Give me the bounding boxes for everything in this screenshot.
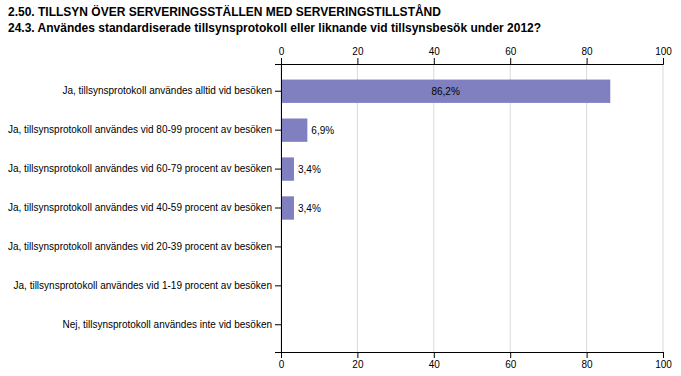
tick-mark (357, 58, 358, 64)
tick-label: 40 (429, 46, 441, 57)
tick: 20 (352, 352, 364, 370)
tick: 40 (429, 46, 441, 64)
tick: 60 (505, 46, 517, 64)
tick: Ja, tillsynsprotokoll användes alltid vi… (62, 85, 281, 96)
tick-mark (275, 208, 281, 209)
grid-line (663, 64, 664, 352)
chart: 2.50. TILLSYN ÖVER SERVERINGSSTÄLLEN MED… (0, 0, 681, 376)
tick-label: 100 (655, 359, 672, 370)
axis-line (282, 353, 664, 359)
tick-mark (275, 246, 281, 247)
x-axis-bottom: 0 20 40 60 80 100 (279, 352, 673, 370)
tick-label: Ja, tillsynsprotokoll användes vid 80-99… (8, 124, 272, 135)
grid (281, 64, 663, 352)
bar (281, 157, 294, 180)
tick: 0 (279, 352, 285, 370)
tick-label: 100 (655, 46, 672, 57)
tick-label: 20 (352, 359, 364, 370)
tick-mark (275, 130, 281, 131)
tick: Nej, tillsynsprotokoll användes inte vid… (62, 319, 281, 330)
tick: 100 (655, 352, 672, 370)
tick: 20 (352, 46, 364, 64)
tick-label: Ja, tillsynsprotokoll användes vid 60-79… (8, 163, 272, 174)
x-axis-top: 0 20 40 60 80 100 (279, 46, 673, 65)
tick: 60 (505, 352, 517, 370)
tick: Ja, tillsynsprotokoll användes vid 80-99… (8, 124, 281, 135)
tick-mark (663, 352, 664, 358)
tick: Ja, tillsynsprotokoll användes vid 1-19 … (14, 280, 281, 291)
data-labels: 86,2% 6,9% 3,4% 3,4% (298, 86, 460, 214)
tick-label: 80 (582, 46, 594, 57)
data-label: 3,4% (298, 164, 321, 175)
bar (281, 196, 294, 219)
tick-label: Nej, tillsynsprotokoll användes inte vid… (62, 319, 272, 330)
tick: Ja, tillsynsprotokoll användes vid 60-79… (8, 163, 281, 174)
tick: 80 (582, 46, 594, 64)
grid-line (510, 64, 511, 352)
data-label: 6,9% (311, 125, 334, 136)
grid-line (433, 64, 434, 352)
axis-line (282, 58, 664, 65)
tick-label: Ja, tillsynsprotokoll användes alltid vi… (62, 85, 272, 96)
tick-mark (510, 352, 511, 358)
tick-mark (434, 352, 435, 358)
tick-label: Ja, tillsynsprotokoll användes vid 1-19 … (14, 280, 272, 291)
tick: Ja, tillsynsprotokoll användes vid 20-39… (8, 241, 281, 252)
tick-mark (275, 285, 281, 286)
tick-label: 40 (429, 359, 441, 370)
tick-mark (510, 58, 511, 64)
tick: 0 (279, 46, 285, 64)
plot: 0 20 40 60 80 100 0 20 40 60 80 100 Ja, tillsynsprot… (8, 46, 672, 370)
tick-label: Ja, tillsynsprotokoll användes vid 20-39… (8, 241, 272, 252)
data-label: 3,4% (298, 203, 321, 214)
tick-label: 0 (279, 46, 285, 57)
tick-mark (275, 324, 281, 325)
tick-mark (275, 169, 281, 170)
grid-line (357, 64, 358, 352)
grid-line (586, 64, 587, 352)
tick: 40 (429, 352, 441, 370)
bars (281, 80, 610, 220)
tick: 100 (655, 46, 672, 64)
tick-mark (275, 91, 281, 92)
tick-mark (663, 58, 664, 64)
subtitle: 24.3. Användes standardiserade tillsynsp… (8, 21, 541, 35)
tick: Ja, tillsynsprotokoll användes vid 40-59… (8, 202, 281, 213)
tick-label: 20 (352, 46, 364, 57)
tick-mark (587, 352, 588, 358)
tick-label: 80 (582, 359, 594, 370)
tick-mark (587, 58, 588, 64)
bar (281, 118, 307, 141)
tick-label: 0 (279, 359, 285, 370)
tick: 80 (582, 352, 594, 370)
axis-line (275, 65, 282, 353)
tick-label: 60 (505, 46, 517, 57)
data-label: 86,2% (431, 86, 459, 97)
tick-label: 60 (505, 359, 517, 370)
tick-mark (434, 58, 435, 64)
tick-mark (357, 352, 358, 358)
title: 2.50. TILLSYN ÖVER SERVERINGSSTÄLLEN MED… (8, 4, 441, 19)
bar (281, 80, 610, 103)
y-axis: Ja, tillsynsprotokoll användes alltid vi… (8, 65, 282, 353)
tick-mark (281, 58, 282, 64)
tick-label: Ja, tillsynsprotokoll användes vid 40-59… (8, 202, 272, 213)
